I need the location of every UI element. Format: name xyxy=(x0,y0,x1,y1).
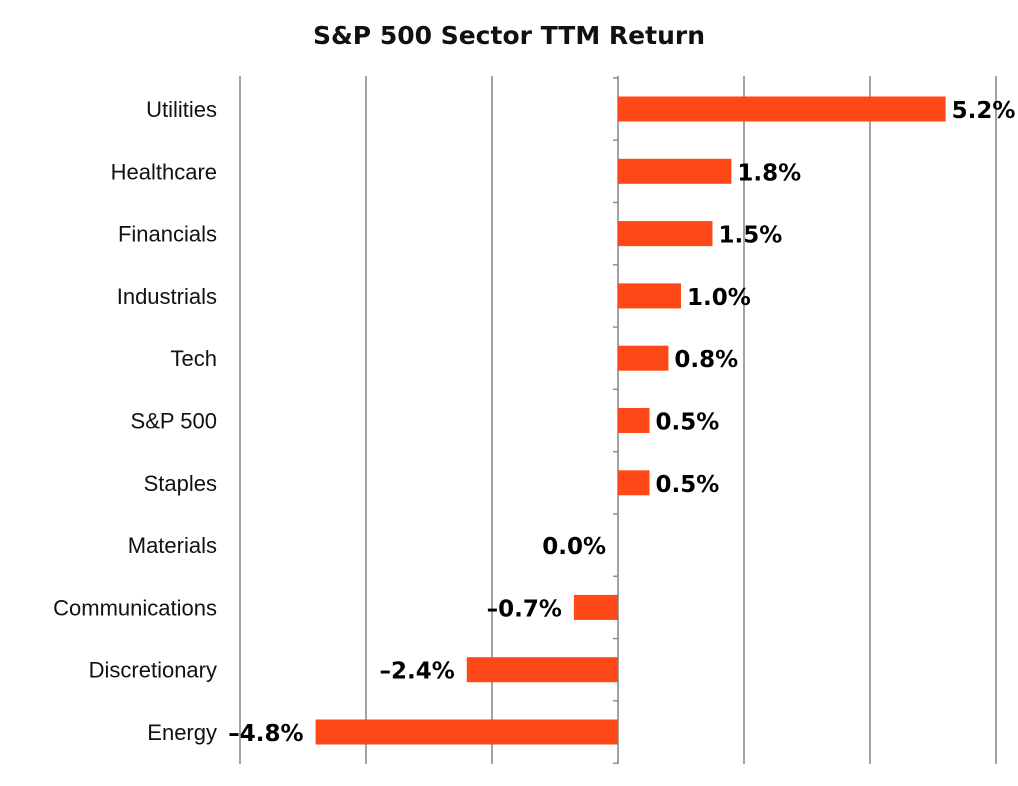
chart-title: S&P 500 Sector TTM Return xyxy=(313,21,705,50)
bar xyxy=(618,470,650,496)
category-label: Utilities xyxy=(146,97,217,122)
value-label: 1.8% xyxy=(737,160,801,186)
value-labels: 5.2% 1.8% 1.5% 1.0% 0.8% 0.5% 0.5% 0.0% –0.7% –2.… xyxy=(228,98,1015,747)
category-label: S&P 500 xyxy=(131,409,217,434)
category-label: Discretionary xyxy=(89,658,217,683)
bar xyxy=(618,221,713,247)
value-label: –0.7% xyxy=(487,596,562,622)
value-label: –2.4% xyxy=(380,659,455,685)
value-label: 5.2% xyxy=(952,98,1016,124)
value-label: –4.8% xyxy=(228,721,303,747)
gridlines xyxy=(239,76,997,764)
category-label: Industrials xyxy=(117,284,217,309)
category-label: Staples xyxy=(144,471,217,496)
bar xyxy=(466,657,618,683)
category-label: Materials xyxy=(128,533,217,558)
bar xyxy=(618,408,650,433)
value-label: 0.5% xyxy=(656,410,720,436)
bar xyxy=(618,158,732,184)
value-label: 0.0% xyxy=(542,534,606,560)
bar xyxy=(315,719,618,745)
bar xyxy=(618,345,669,371)
value-label: 1.5% xyxy=(719,223,783,249)
bar xyxy=(618,96,946,122)
category-labels: Utilities Healthcare Financials Industrials… xyxy=(53,97,217,745)
category-label: Tech xyxy=(171,346,217,371)
category-label: Communications xyxy=(53,595,217,620)
category-label: Healthcare xyxy=(111,159,217,184)
bar xyxy=(573,594,618,620)
category-label: Energy xyxy=(147,720,217,745)
bar xyxy=(618,283,681,309)
category-label: Financials xyxy=(118,222,217,247)
bars xyxy=(315,96,946,745)
value-label: 1.0% xyxy=(687,285,751,311)
value-label: 0.5% xyxy=(656,472,720,498)
value-label: 0.8% xyxy=(674,347,738,373)
